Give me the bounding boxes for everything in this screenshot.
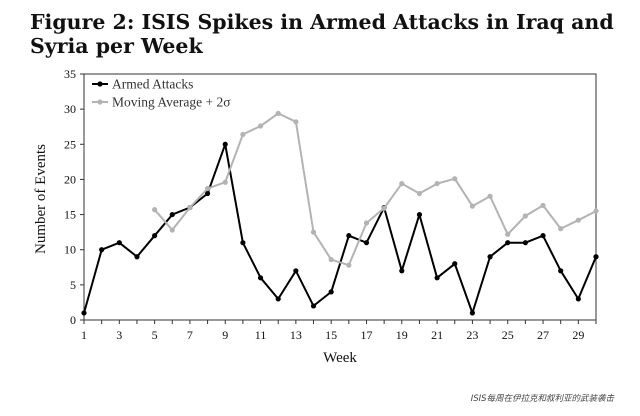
y-tick-label: 30 <box>64 102 76 116</box>
x-tick-label: 1 <box>81 328 87 342</box>
data-point-armed-attacks <box>452 261 458 267</box>
caption: ISIS每周在伊拉克和叙利亚的武装袭击 <box>470 394 614 404</box>
plot-frame <box>83 73 597 321</box>
data-point-moving-average-2 <box>558 226 564 232</box>
data-point-armed-attacks <box>469 310 476 316</box>
data-point-armed-attacks <box>275 296 281 302</box>
series-line-armed-attacks <box>83 143 597 314</box>
data-point-armed-attacks <box>522 240 528 246</box>
data-point-moving-average-2 <box>593 208 599 214</box>
data-point-armed-attacks <box>99 247 105 253</box>
legend-marker-armed-attacks <box>97 81 103 87</box>
data-point-moving-average-2 <box>452 176 458 182</box>
data-point-moving-average-2 <box>293 119 299 125</box>
data-point-armed-attacks <box>399 268 405 274</box>
data-point-armed-attacks <box>169 211 175 218</box>
data-point-moving-average-2 <box>381 205 387 211</box>
data-point-moving-average-2 <box>275 110 281 116</box>
data-point-armed-attacks <box>204 190 211 197</box>
legend-marker-moving-average-2 <box>97 99 103 105</box>
data-point-armed-attacks <box>363 240 370 246</box>
legend: Armed Attacks Moving Average + 2σ <box>92 77 231 110</box>
data-point-armed-attacks <box>487 254 493 260</box>
data-point-moving-average-2 <box>328 256 334 263</box>
y-tick-label: 15 <box>64 208 76 222</box>
data-point-moving-average-2 <box>487 193 493 199</box>
data-point-armed-attacks <box>293 268 299 274</box>
data-point-moving-average-2 <box>575 217 581 223</box>
x-tick-label: 11 <box>255 328 267 342</box>
data-point-armed-attacks <box>575 296 581 302</box>
chart-title: Figure 2: ISIS Spikes in Armed Attacks i… <box>30 10 614 58</box>
axes <box>83 73 597 321</box>
data-point-moving-average-2 <box>240 131 246 138</box>
y-tick-label: 5 <box>70 278 76 292</box>
data-point-armed-attacks <box>558 268 564 274</box>
x-tick-label: 29 <box>572 328 584 342</box>
data-point-moving-average-2 <box>257 123 264 129</box>
data-point-armed-attacks <box>346 233 352 239</box>
x-tick-label: 21 <box>431 328 443 342</box>
data-point-armed-attacks <box>310 303 317 309</box>
y-tick-label: 10 <box>64 243 76 257</box>
data-point-armed-attacks <box>434 275 440 281</box>
y-axis-label: Number of Events <box>33 144 49 254</box>
data-point-armed-attacks <box>416 211 423 218</box>
data-point-moving-average-2 <box>152 207 158 213</box>
data-point-moving-average-2 <box>363 220 370 226</box>
data-point-moving-average-2 <box>434 181 440 187</box>
data-point-armed-attacks <box>134 254 140 260</box>
x-tick-label: 3 <box>116 328 122 342</box>
x-tick-label: 25 <box>502 328 514 342</box>
data-point-armed-attacks <box>257 275 264 281</box>
legend-label-armed-attacks: Armed Attacks <box>112 77 193 92</box>
series-layer <box>81 110 599 316</box>
x-axis-label: Week <box>323 350 357 366</box>
y-tick-label: 25 <box>64 137 76 151</box>
x-tick-label: 13 <box>290 328 302 342</box>
x-tick-label: 7 <box>187 328 193 342</box>
data-point-moving-average-2 <box>522 213 528 219</box>
y-tick-label: 0 <box>70 313 76 327</box>
data-point-moving-average-2 <box>222 179 228 185</box>
data-point-moving-average-2 <box>187 204 193 211</box>
x-tick-label: 9 <box>222 328 228 342</box>
data-point-moving-average-2 <box>310 229 317 235</box>
data-point-moving-average-2 <box>399 181 405 187</box>
data-point-armed-attacks <box>593 254 599 260</box>
series-line-moving-average-2 <box>153 112 597 267</box>
x-tick-label: 15 <box>325 328 337 342</box>
x-tick-label: 23 <box>466 328 478 342</box>
data-point-armed-attacks <box>540 233 546 239</box>
data-point-moving-average-2 <box>416 190 423 197</box>
legend-label-moving-average-2: Moving Average + 2σ <box>112 95 231 110</box>
x-tick-label: 17 <box>360 328 372 342</box>
data-point-armed-attacks <box>81 310 87 316</box>
x-tick-label: 5 <box>152 328 158 342</box>
y-tick-label: 20 <box>64 172 76 186</box>
data-point-armed-attacks <box>222 141 228 147</box>
data-point-moving-average-2 <box>505 231 511 237</box>
y-tick-label: 35 <box>64 67 76 81</box>
data-point-moving-average-2 <box>204 185 211 192</box>
x-tick-label: 19 <box>396 328 408 342</box>
data-point-moving-average-2 <box>169 227 175 233</box>
data-point-armed-attacks <box>240 240 246 246</box>
data-point-moving-average-2 <box>346 262 352 268</box>
x-tick-label: 27 <box>537 328 549 342</box>
data-point-moving-average-2 <box>540 202 546 209</box>
data-point-armed-attacks <box>328 289 334 295</box>
data-point-armed-attacks <box>152 233 158 239</box>
data-point-armed-attacks <box>505 240 511 246</box>
data-point-armed-attacks <box>116 240 122 246</box>
data-point-moving-average-2 <box>469 203 476 209</box>
